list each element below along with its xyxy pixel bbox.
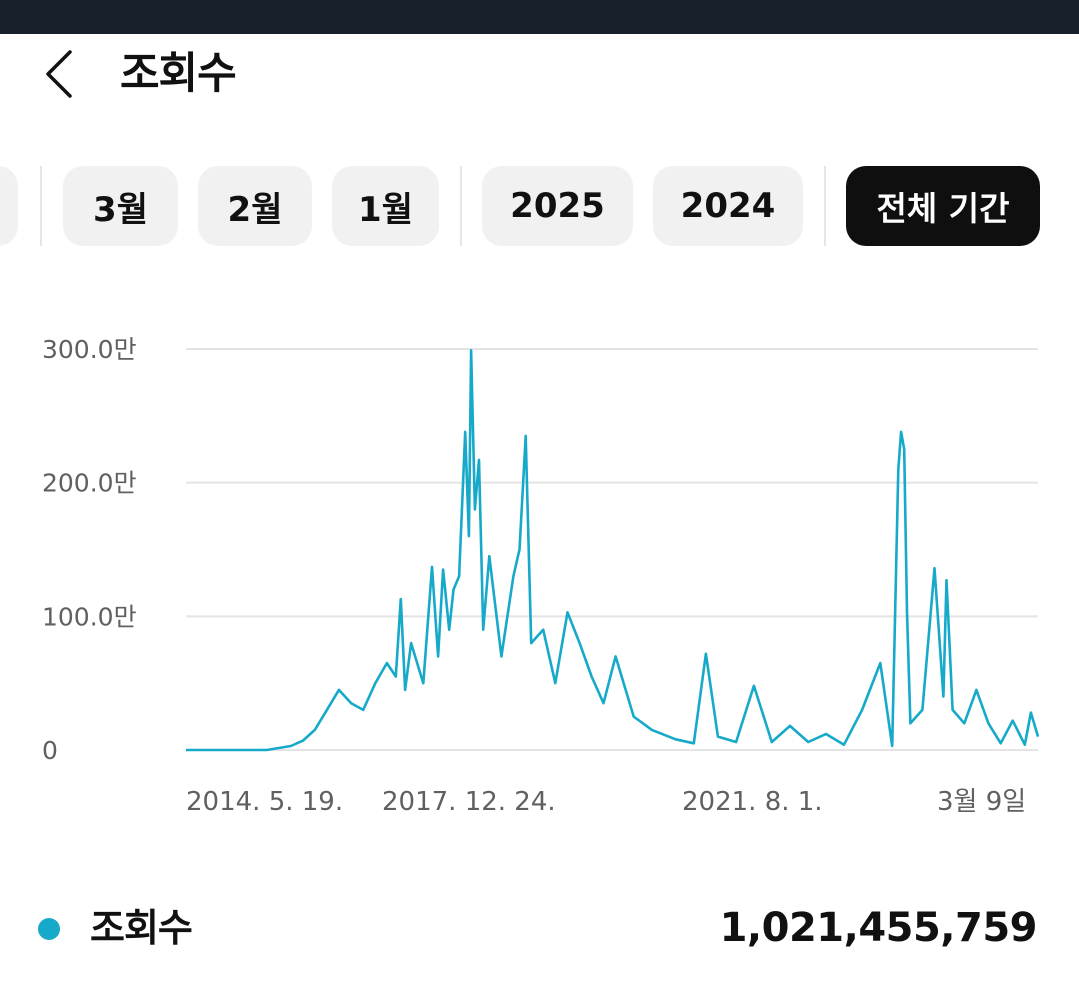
x-tick-label: 2014. 5. 19. — [186, 787, 343, 817]
filter-chip-clipped[interactable] — [0, 166, 18, 246]
legend-total-views: 1,021,455,759 — [719, 905, 1038, 951]
x-axis-labels: 2014. 5. 19. 2017. 12. 24. 2021. 8. 1. 3월 9… — [186, 787, 1026, 817]
filter-divider — [824, 166, 826, 246]
x-tick-label: 2017. 12. 24. — [382, 787, 556, 817]
page-title: 조회수 — [120, 49, 237, 99]
chevron-left-icon — [46, 50, 72, 98]
legend: 조회수 1,021,455,759 — [0, 890, 1079, 970]
y-tick-label: 100.0만 — [42, 602, 137, 631]
filter-chip-2025[interactable]: 2025 — [482, 166, 633, 246]
y-axis-labels: 0 100.0만 200.0만 300.0만 — [42, 335, 137, 765]
filter-chip-2024[interactable]: 2024 — [653, 166, 803, 246]
views-chart: 0 100.0만 200.0만 300.0만 2014. 5. 19. 2017. 12… — [42, 335, 1040, 817]
filter-divider — [40, 166, 42, 246]
period-filter-bar: 3월 2월 1월 2025 2024 전체 기간 — [0, 166, 1079, 246]
y-tick-label: 200.0만 — [42, 469, 137, 498]
filter-chip-march[interactable]: 3월 — [63, 166, 178, 246]
y-tick-label: 0 — [42, 736, 58, 765]
x-tick-label: 2021. 8. 1. — [682, 787, 823, 817]
y-tick-label: 300.0만 — [42, 335, 137, 364]
series-line-views — [186, 349, 1040, 752]
header: 조회수 — [0, 34, 1079, 120]
legend-dot — [38, 918, 60, 940]
filter-chip-january[interactable]: 1월 — [332, 166, 439, 246]
back-button[interactable] — [38, 46, 86, 102]
filter-divider — [460, 166, 462, 246]
legend-label: 조회수 — [90, 906, 193, 950]
filter-chip-all-time[interactable]: 전체 기간 — [846, 166, 1040, 246]
x-tick-label: 3월 9일 — [937, 787, 1026, 817]
status-bar — [0, 0, 1079, 34]
filter-chip-february[interactable]: 2월 — [198, 166, 312, 246]
